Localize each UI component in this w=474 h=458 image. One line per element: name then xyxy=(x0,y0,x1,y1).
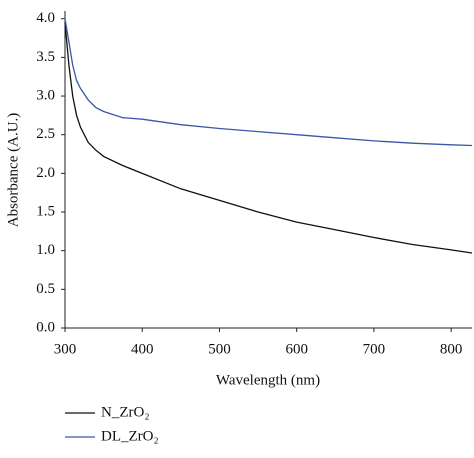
y-tick-label: 4.0 xyxy=(36,10,55,26)
legend-label: DL_ZrO₂ xyxy=(101,428,159,444)
y-tick-label: 3.5 xyxy=(36,49,55,65)
y-tick-label: 2.5 xyxy=(36,126,55,142)
x-tick-label: 500 xyxy=(208,341,231,357)
x-tick-label: 400 xyxy=(131,341,154,357)
x-tick-label: 800 xyxy=(440,341,463,357)
y-tick-label: 1.0 xyxy=(36,242,55,258)
legend-label: N_ZrO₂ xyxy=(101,404,150,420)
y-axis-label: Absorbance (A.U.) xyxy=(5,113,21,228)
y-tick-label: 1.5 xyxy=(36,203,55,219)
x-tick-label: 300 xyxy=(54,341,77,357)
x-tick-label: 700 xyxy=(363,341,386,357)
y-tick-label: 0.0 xyxy=(36,319,55,335)
x-tick-label: 600 xyxy=(285,341,308,357)
x-axis-label: Wavelength (nm) xyxy=(216,372,320,388)
y-tick-label: 2.0 xyxy=(36,165,55,181)
data-line xyxy=(64,18,473,147)
y-tick-label: 0.5 xyxy=(36,281,55,297)
y-tick-label: 3.0 xyxy=(36,87,55,103)
data-line xyxy=(64,22,473,254)
